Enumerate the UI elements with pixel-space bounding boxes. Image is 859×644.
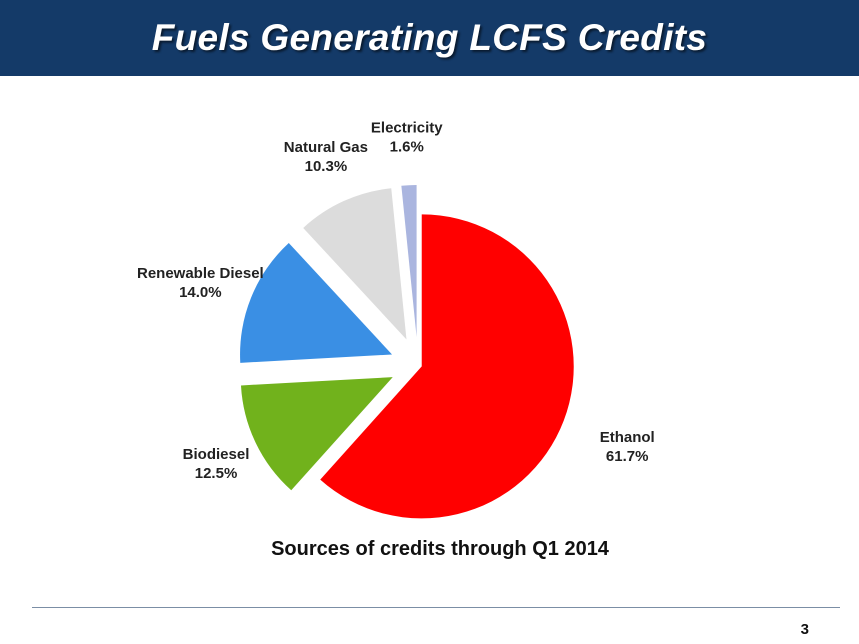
slide-title: Fuels Generating LCFS Credits xyxy=(151,17,708,58)
slice-name-electricity: Electricity xyxy=(371,119,443,136)
slide-header xyxy=(0,0,859,76)
footer-divider xyxy=(32,607,840,608)
pie-slice-ethanol xyxy=(320,214,574,519)
slice-label-ethanol: Ethanol 61.7% xyxy=(600,429,655,465)
slice-value-ethanol: 61.7% xyxy=(606,448,649,465)
slice-label-renewable-diesel: Renewable Diesel 14.0% xyxy=(137,265,264,301)
slice-label-electricity: Electricity 1.6% xyxy=(371,119,443,155)
slice-name-biodiesel: Biodiesel xyxy=(183,446,250,463)
slice-label-biodiesel: Biodiesel 12.5% xyxy=(183,446,250,482)
pie-slice-natural-gas xyxy=(303,188,407,340)
slice-value-natural-gas: 10.3% xyxy=(305,158,348,175)
pie-slice-biodiesel xyxy=(240,377,393,491)
slice-value-biodiesel: 12.5% xyxy=(195,465,238,482)
slice-value-electricity: 1.6% xyxy=(390,138,424,155)
slice-value-renewable-diesel: 14.0% xyxy=(179,284,222,301)
slice-name-natural-gas: Natural Gas xyxy=(284,139,368,156)
slice-name-renewable-diesel: Renewable Diesel xyxy=(137,265,264,282)
slice-name-ethanol: Ethanol xyxy=(600,429,655,446)
slice-label-natural-gas: Natural Gas 10.3% xyxy=(284,139,368,175)
pie-slice-renewable-diesel xyxy=(240,242,393,363)
page-number: 3 xyxy=(800,621,809,638)
chart-caption: Sources of credits through Q1 2014 xyxy=(271,538,609,560)
pie-slice-electricity xyxy=(401,185,417,338)
